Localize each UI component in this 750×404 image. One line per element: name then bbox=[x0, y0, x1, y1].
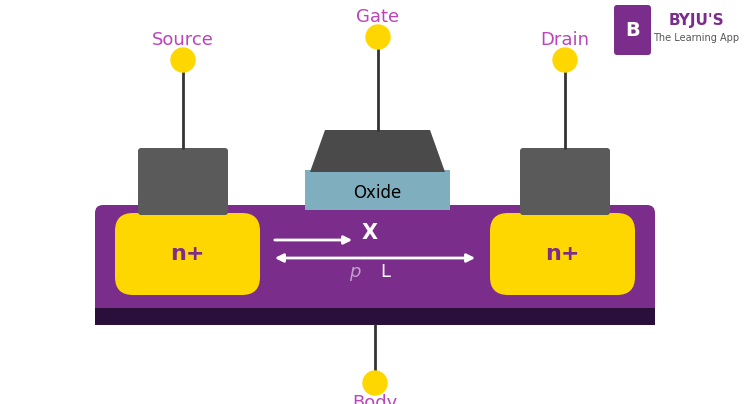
Text: n+: n+ bbox=[170, 244, 205, 264]
Text: X: X bbox=[362, 223, 378, 243]
Text: Oxide: Oxide bbox=[353, 184, 402, 202]
Polygon shape bbox=[310, 130, 445, 172]
FancyBboxPatch shape bbox=[614, 5, 651, 55]
FancyBboxPatch shape bbox=[115, 213, 260, 295]
Circle shape bbox=[553, 48, 577, 72]
Text: The Learning App: The Learning App bbox=[653, 33, 739, 43]
Text: BYJU'S: BYJU'S bbox=[668, 13, 724, 29]
Text: Source: Source bbox=[152, 31, 214, 49]
FancyBboxPatch shape bbox=[520, 148, 610, 215]
Text: Gate: Gate bbox=[356, 8, 400, 26]
Text: Drain: Drain bbox=[541, 31, 590, 49]
Circle shape bbox=[363, 371, 387, 395]
Text: B: B bbox=[626, 21, 640, 40]
Circle shape bbox=[171, 48, 195, 72]
Circle shape bbox=[366, 25, 390, 49]
Text: Body: Body bbox=[352, 394, 398, 404]
Text: L: L bbox=[380, 263, 390, 281]
Polygon shape bbox=[305, 170, 450, 210]
FancyBboxPatch shape bbox=[138, 148, 228, 215]
Text: n+: n+ bbox=[545, 244, 580, 264]
FancyBboxPatch shape bbox=[95, 205, 655, 320]
FancyBboxPatch shape bbox=[611, 2, 748, 58]
Bar bbox=[95, 308, 655, 325]
FancyBboxPatch shape bbox=[490, 213, 635, 295]
Text: p: p bbox=[350, 263, 361, 281]
